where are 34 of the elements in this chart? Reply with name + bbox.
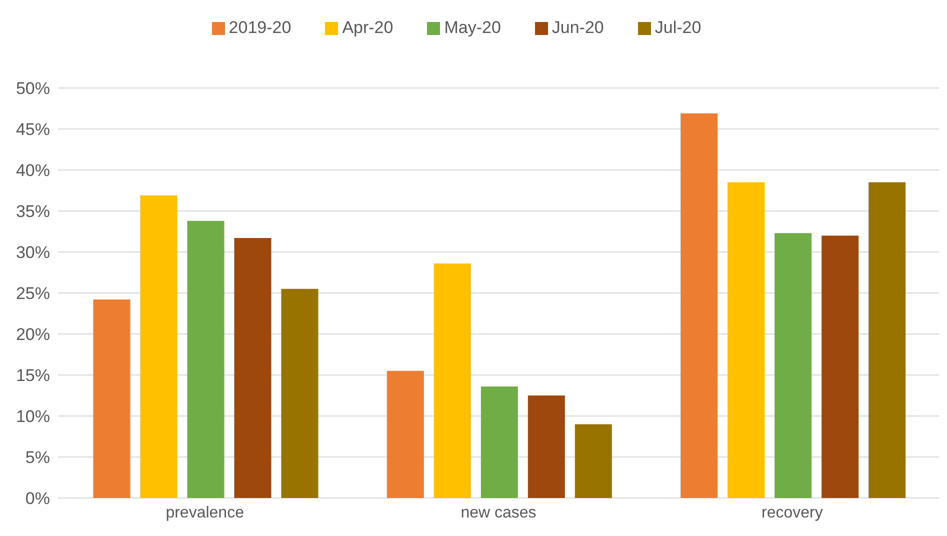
- y-tick-label: 0%: [25, 489, 50, 508]
- y-tick-label: 10%: [16, 407, 50, 426]
- x-tick-label: prevalence: [166, 504, 244, 522]
- bar: [680, 113, 718, 498]
- bar: [774, 233, 812, 498]
- y-tick-label: 40%: [16, 161, 50, 180]
- bar: [480, 386, 518, 498]
- legend-label: May-20: [444, 18, 501, 37]
- bar: [528, 396, 565, 498]
- bar: [574, 424, 612, 498]
- bar: [234, 238, 272, 498]
- bar: [728, 182, 765, 498]
- bar: [386, 370, 424, 498]
- y-tick-label: 30%: [16, 243, 50, 262]
- y-tick-label: 50%: [16, 79, 50, 98]
- bar: [868, 182, 906, 498]
- y-tick-label: 20%: [16, 325, 50, 344]
- bar: [281, 288, 318, 498]
- y-tick-label: 25%: [16, 284, 50, 304]
- bar: [187, 220, 224, 498]
- bar: [140, 195, 178, 498]
- x-tick-label: recovery: [761, 504, 823, 522]
- bar: [434, 263, 471, 498]
- bar: [93, 300, 130, 498]
- y-tick-label: 45%: [16, 120, 50, 140]
- bar: [822, 236, 859, 498]
- legend-label: 2019-20: [228, 18, 292, 37]
- legend-label: Apr-20: [342, 18, 394, 37]
- y-tick-label: 15%: [16, 366, 50, 386]
- y-tick-label: 35%: [16, 202, 50, 222]
- legend-label: Jul-20: [654, 18, 702, 37]
- y-tick-label: 5%: [25, 448, 50, 468]
- legend-label: Jun-20: [552, 18, 604, 37]
- x-tick-label: new cases: [460, 504, 536, 522]
